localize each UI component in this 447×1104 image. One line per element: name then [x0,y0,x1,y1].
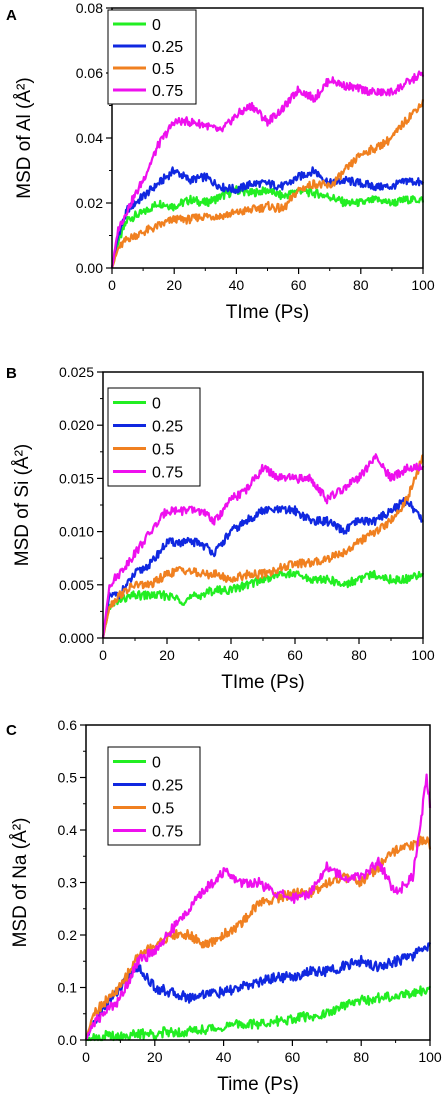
legend-label-b: 0.75 [152,465,183,482]
y-tick-label-c: 0.0 [58,1032,78,1048]
panel-letter-b: B [6,365,17,382]
y-axis-title-b: MSD of Si (Å²) [12,444,33,566]
y-axis-title-c: MSD of Na (Å²) [10,818,31,948]
series-line-b-2 [101,454,424,639]
x-tick-label-a: 0 [108,277,116,293]
y-tick-label-a: 0.00 [76,260,103,276]
legend-label-a: 0.75 [152,83,183,100]
legend-label-a: 0 [152,17,161,34]
x-tick-label-b: 80 [351,647,367,663]
legend-label-a: 0.25 [152,39,183,56]
x-tick-label-a: 100 [411,277,435,293]
series-line-a-1 [110,166,425,269]
y-tick-label-c: 0.5 [58,770,78,786]
x-tick-label-c: 20 [147,1049,163,1065]
y-tick-label-b: 0.005 [59,577,94,593]
panel-letter-a: A [6,7,17,24]
series-line-c-0 [85,985,432,1042]
x-tick-label-a: 60 [291,277,307,293]
x-tick-label-c: 60 [285,1049,301,1065]
x-tick-label-b: 100 [411,647,435,663]
x-tick-label-a: 40 [229,277,245,293]
y-tick-label-b: 0.000 [59,630,94,646]
series-line-c-2 [84,835,432,1041]
legend-label-b: 0.25 [152,419,183,436]
legend-box-a [107,9,197,105]
series-line-c-3 [85,773,432,1041]
series-line-a-2 [110,99,425,269]
x-tick-label-b: 60 [287,647,303,663]
panel-letter-c: C [6,722,17,739]
y-tick-label-c: 0.2 [58,927,78,943]
y-tick-label-a: 0.04 [76,130,103,146]
y-tick-label-b: 0.015 [59,470,94,486]
x-axis-title-a: TIme (Ps) [226,302,309,323]
legend-box-c [107,746,201,846]
series-line-b-0 [101,568,425,639]
y-tick-label-c: 0.6 [58,717,78,733]
x-axis-title-b: TIme (Ps) [221,672,304,693]
x-tick-label-b: 20 [159,647,175,663]
series-line-a-0 [110,185,425,269]
y-tick-label-a: 0.08 [76,0,103,16]
legend-label-b: 0.5 [152,442,174,459]
x-tick-label-a: 80 [353,277,369,293]
x-axis-title-c: Time (Ps) [217,1074,299,1095]
x-tick-label-c: 40 [216,1049,232,1065]
legend-label-c: 0.75 [152,824,183,841]
legend-label-b: 0 [152,396,161,413]
y-tick-label-c: 0.1 [58,980,78,996]
legend-label-c: 0.25 [152,778,183,795]
series-line-b-1 [101,497,424,639]
x-tick-label-b: 0 [99,647,107,663]
y-tick-label-a: 0.02 [76,195,103,211]
legend-label-a: 0.5 [152,61,174,78]
legend-box-b [107,387,201,487]
x-tick-label-c: 0 [82,1049,90,1065]
series-line-b-3 [101,453,425,639]
x-tick-label-c: 80 [353,1049,369,1065]
legend-label-c: 0 [152,755,161,772]
series-line-a-3 [110,70,425,269]
y-tick-label-b: 0.020 [59,417,94,433]
y-tick-label-c: 0.3 [58,875,78,891]
y-axis-title-a: MSD of Al (Å²) [14,77,35,198]
x-tick-label-c: 100 [418,1049,442,1065]
y-tick-label-c: 0.4 [58,822,78,838]
y-tick-label-a: 0.06 [76,65,103,81]
x-tick-label-a: 20 [166,277,182,293]
y-tick-label-b: 0.025 [59,364,94,380]
y-tick-label-b: 0.010 [59,524,94,540]
series-line-c-1 [84,942,432,1041]
legend-label-c: 0.5 [152,801,174,818]
x-tick-label-b: 40 [223,647,239,663]
